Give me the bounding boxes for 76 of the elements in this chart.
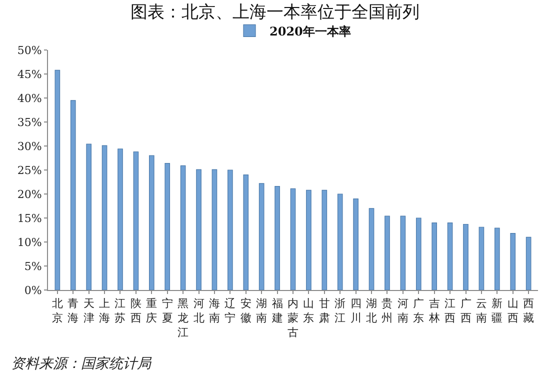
bar — [384, 216, 390, 290]
bar — [149, 155, 154, 290]
bar — [180, 165, 186, 290]
x-tick-label: 云南 — [476, 297, 487, 324]
bar — [353, 198, 358, 290]
x-tick-label: 湖北 — [366, 297, 378, 324]
x-tick-label: 吉林 — [428, 297, 440, 324]
bar — [70, 100, 76, 290]
bar — [118, 148, 123, 290]
bar — [196, 169, 202, 290]
bar — [164, 162, 170, 290]
bar — [510, 233, 516, 290]
x-tick-label: 海南 — [208, 297, 220, 324]
x-tick-label: 浙江 — [334, 297, 346, 324]
x-tick-label: 陕西 — [130, 297, 142, 324]
y-tick-label: 10% — [17, 236, 42, 249]
text: 资料来源：国家统计局 — [11, 356, 152, 372]
bar — [526, 236, 532, 290]
x-tick-label: 内蒙古 — [288, 297, 298, 339]
bar — [306, 190, 312, 290]
bar — [416, 218, 422, 290]
x-tick-label: 安徽 — [240, 297, 252, 324]
x-tick-label: 宁夏 — [162, 297, 173, 324]
bar — [478, 226, 484, 290]
bar — [258, 183, 264, 290]
x-tick-label: 河南 — [397, 297, 408, 324]
y-tick-label: 50% — [17, 44, 42, 57]
x-tick-label: 贵州 — [382, 297, 393, 324]
x-tick-label: 北京 — [52, 297, 63, 324]
bar — [368, 208, 374, 290]
bar — [102, 145, 108, 290]
x-tick-label: 重庆 — [146, 297, 158, 324]
y-tick-label: 15% — [17, 212, 42, 225]
bar — [133, 151, 139, 290]
bar — [400, 216, 406, 290]
x-tick-label: 江苏 — [114, 297, 126, 324]
x-tick-label: 湖南 — [256, 297, 268, 324]
bar — [322, 190, 328, 290]
y-tick-label: 0% — [24, 284, 42, 297]
bar — [432, 222, 437, 290]
x-tick-label: 山东 — [303, 297, 314, 324]
x-tick-label: 甘肃 — [318, 297, 330, 324]
bar — [228, 170, 233, 290]
x-tick-label: 新疆 — [492, 297, 503, 324]
y-tick-label: 35% — [17, 116, 42, 129]
x-tick-label: 黑龙江 — [178, 297, 189, 339]
bar — [243, 174, 249, 290]
x-tick-label: 天津 — [83, 297, 94, 324]
x-tick-label: 四川 — [350, 297, 362, 324]
x-tick-label: 辽宁 — [224, 297, 236, 324]
bar — [274, 186, 280, 290]
y-tick-label: 30% — [17, 140, 42, 153]
x-tick-label: 江西 — [444, 297, 456, 324]
y-tick-label: 25% — [17, 164, 42, 177]
bar — [212, 169, 218, 290]
x-tick-label: 河北 — [193, 297, 204, 324]
bar — [337, 194, 343, 290]
bar — [54, 70, 60, 290]
x-tick-label: 广东 — [413, 297, 424, 324]
y-tick-label: 20% — [17, 188, 42, 201]
x-tick-label: 福建 — [270, 297, 283, 324]
x-tick-label: 西藏 — [523, 297, 534, 324]
x-tick-label: 青海 — [68, 297, 79, 324]
y-tick-label: 45% — [17, 68, 42, 81]
y-tick-label: 40% — [17, 92, 42, 105]
x-tick-label: 上海 — [99, 297, 110, 324]
x-tick-label: 广西 — [460, 297, 472, 324]
bar — [290, 188, 296, 290]
chart-title: 图表：北京、上海一本率位于全国前列 — [130, 2, 420, 23]
legend-label: 2020年一本率 — [270, 24, 351, 38]
bar — [494, 228, 500, 290]
x-tick-label: 山西 — [507, 297, 518, 324]
bar — [463, 224, 468, 290]
bar — [86, 144, 92, 290]
bar — [447, 222, 453, 290]
y-tick-label: 5% — [24, 260, 42, 273]
